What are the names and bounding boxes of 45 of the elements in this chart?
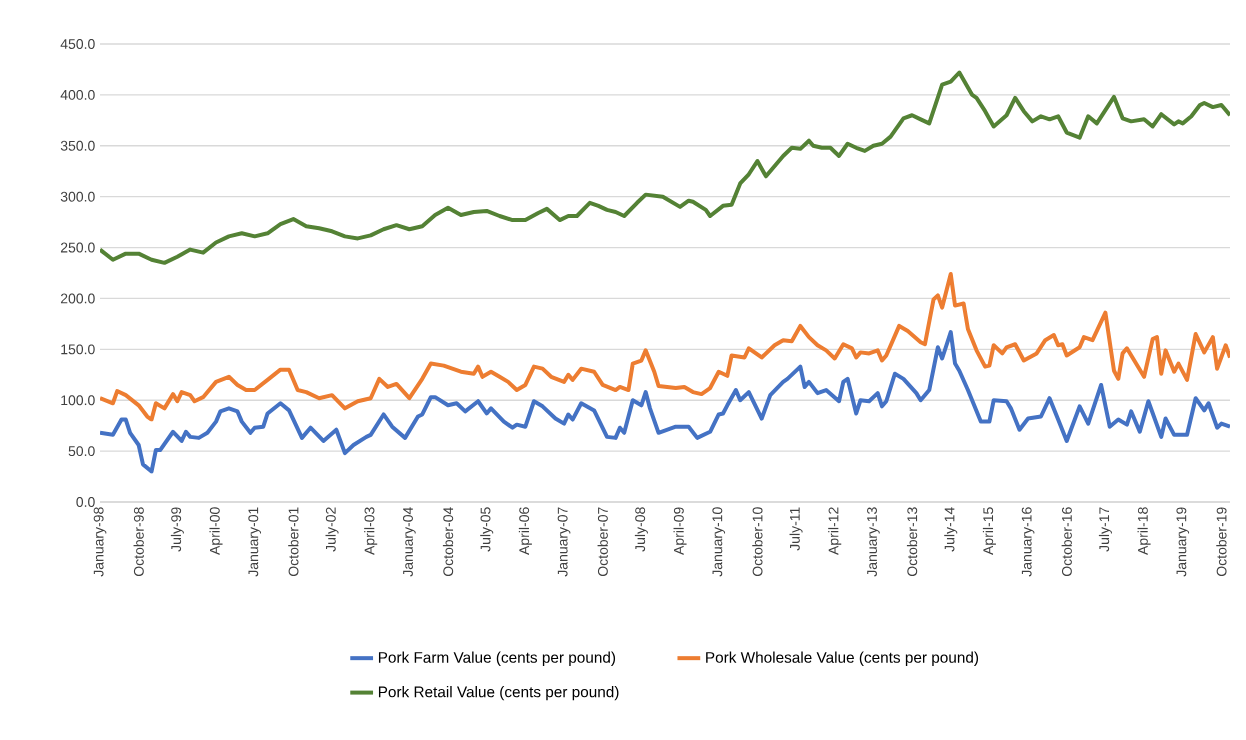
legend-label: Pork Retail Value (cents per pound) [378, 686, 619, 701]
x-tick-label: October-10 [752, 507, 763, 577]
x-tick-label: July-14 [944, 507, 958, 552]
x-tick-label: July-08 [634, 507, 648, 552]
y-tick-label: 300.0 [60, 191, 95, 202]
x-tick-label: April-00 [209, 507, 223, 555]
line-series [100, 330, 1231, 474]
x-tick-label: January-07 [557, 507, 571, 577]
x-tick-label: January-10 [712, 507, 726, 577]
y-tick-label: 450.0 [60, 39, 95, 49]
x-tick-label: October-16 [1061, 507, 1072, 577]
x-tick-label: January-98 [93, 507, 107, 577]
legend-label: Pork Wholesale Value (cents per pound) [706, 651, 979, 666]
y-tick-label: 50.0 [68, 446, 95, 457]
legend-label: Pork Farm Value (cents per pound) [378, 651, 616, 666]
x-tick-label: October-13 [906, 507, 918, 577]
x-tick-label: July-99 [170, 507, 184, 552]
x-tick-label: April-18 [1137, 507, 1151, 555]
x-tick-label: October-98 [133, 507, 144, 577]
x-tick-label: July-05 [480, 507, 494, 552]
x-tick-label: October-19 [1216, 507, 1227, 577]
x-tick-label: April-15 [982, 507, 996, 555]
x-tick-label: January-19 [1176, 507, 1190, 577]
y-tick-label: 150.0 [61, 344, 95, 355]
x-tick-label: April-12 [828, 507, 842, 555]
line-series [100, 272, 1231, 422]
x-tick-label: October-04 [442, 507, 454, 577]
y-tick-label: 0.0 [76, 497, 95, 507]
y-tick-label: 250.0 [60, 242, 95, 253]
x-tick-label: July-17 [1098, 507, 1112, 552]
x-tick-label: January-13 [867, 507, 880, 577]
x-tick-label: October-07 [597, 507, 608, 577]
y-tick-label: 350.0 [60, 140, 95, 151]
x-tick-label: January-04 [403, 507, 416, 577]
x-tick-label: April-06 [518, 507, 532, 555]
x-tick-label: July-02 [325, 507, 339, 552]
x-tick-label: July-11 [789, 507, 803, 551]
x-tick-label: April-09 [673, 507, 687, 555]
x-tick-label: April-03 [364, 507, 378, 555]
x-tick-label: January-16 [1021, 507, 1035, 577]
y-tick-label: 200.0 [60, 293, 95, 304]
x-tick-label: October-01 [288, 507, 299, 577]
y-tick-label: 100.0 [61, 395, 95, 406]
x-tick-label: January-01 [248, 507, 262, 577]
y-tick-label: 400.0 [60, 89, 95, 100]
